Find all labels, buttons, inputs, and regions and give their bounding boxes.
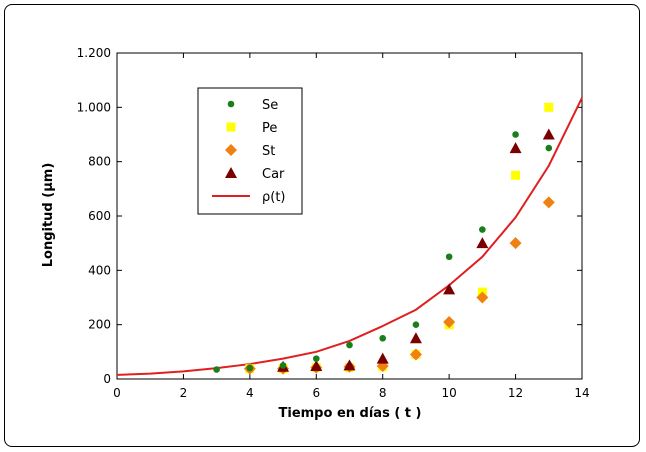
data-point-se [445,253,453,261]
data-point-se [545,144,553,152]
x-tick-label: 0 [113,386,121,400]
y-tick-label: 0 [103,372,111,386]
data-point-car [509,142,522,154]
data-point-st [443,315,456,328]
legend-label: Pe [262,121,277,136]
y-axis-label: Longitud (μm) [41,163,56,268]
legend-swatch-st [225,144,237,156]
data-point-se [213,366,220,373]
data-point-se [379,334,387,342]
data-point-se [479,226,486,233]
legend-label: ρ(t) [262,190,286,205]
x-tick-label: 8 [379,386,387,400]
legend-swatch-se [227,100,235,108]
data-point-se [412,321,420,328]
legend-label: Se [262,98,278,113]
x-tick-label: 4 [246,386,254,400]
legend-swatch-car [225,167,237,178]
data-point-se [512,131,519,138]
x-tick-label: 6 [312,386,320,400]
data-point-pe [544,102,554,112]
y-tick-label: 600 [88,209,111,223]
y-tick-label: 200 [88,318,111,332]
data-point-car [376,352,389,364]
legend-label: St [262,144,275,159]
data-point-se [279,362,287,369]
x-tick-label: 10 [442,386,457,400]
x-tick-label: 2 [180,386,188,400]
data-point-car [443,283,456,295]
data-point-car [343,359,356,371]
data-point-se [346,341,353,349]
plot-area: 0 2 4 6 8 10 12 14 0 200 400 600 800 1.000 1.200 Se Pe St… [77,46,590,400]
plot-border [116,52,583,380]
x-tick-label: 12 [508,386,523,400]
y-tick-label: 1.000 [77,100,111,114]
data-point-st [509,237,522,250]
data-point-car [476,237,489,249]
y-tick-label: 800 [88,155,111,169]
x-tick-label: 14 [574,386,589,400]
data-point-se [246,364,254,372]
chart-frame [4,4,640,447]
y-tick-label: 400 [88,263,111,277]
x-axis-label: Tiempo en días ( t ) [279,406,422,421]
data-point-st [476,291,489,304]
data-point-st [409,348,422,361]
data-point-car [409,332,422,344]
data-point-car [542,128,555,140]
y-tick-label: 1.200 [77,46,111,60]
data-point-st [542,196,555,209]
legend-label: Car [262,167,285,182]
data-point-pe [511,170,521,180]
series-line-rho [116,97,583,376]
data-point-se [312,355,320,362]
legend-swatch-pe [226,122,236,132]
data-point-car [310,359,323,371]
legend-box [197,87,303,215]
